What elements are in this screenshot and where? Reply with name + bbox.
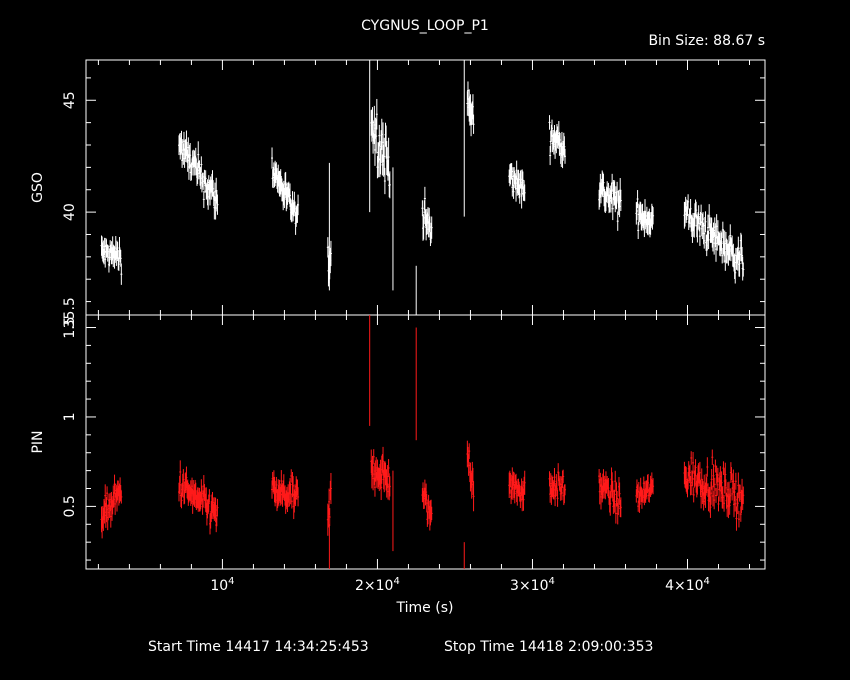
start-time-label: Start Time 14417 14:34:25:453: [148, 639, 369, 655]
stop-time-label: Stop Time 14418 2:09:00:353: [444, 639, 653, 655]
x-tick-labels: 104 2×104 3×104 4×104: [210, 576, 710, 594]
x-tick-label: 4×104: [665, 576, 710, 594]
pin-series: [100, 315, 745, 569]
pin-panel: 1.5 1 0.5 PIN: [30, 314, 766, 570]
chart-title: CYGNUS_LOOP_P1: [361, 18, 489, 34]
gso-y-tick-label: 35.5: [62, 297, 78, 328]
pin-y-tick-label: 0.5: [62, 495, 78, 517]
pin-frame: [85, 314, 766, 570]
gso-y-tick-label: 45: [62, 91, 78, 109]
gso-frame: [85, 59, 766, 316]
pin-y-tick-label: 1.5: [62, 316, 78, 338]
gso-series: [100, 60, 745, 315]
x-tick-label: 3×104: [510, 576, 555, 594]
gso-y-tick-label: 40: [62, 203, 78, 221]
x-tick-label: 2×104: [355, 576, 400, 594]
gso-y-axis-label: GSO: [30, 172, 46, 203]
x-axis-label: Time (s): [396, 600, 454, 616]
pin-y-tick-label: 1: [62, 412, 78, 421]
bin-size-label: Bin Size: 88.67 s: [648, 33, 765, 49]
pin-y-axis-label: PIN: [30, 430, 46, 453]
gso-panel: 45 40 35.5 GSO: [30, 59, 766, 328]
x-tick-label: 104: [210, 576, 234, 594]
